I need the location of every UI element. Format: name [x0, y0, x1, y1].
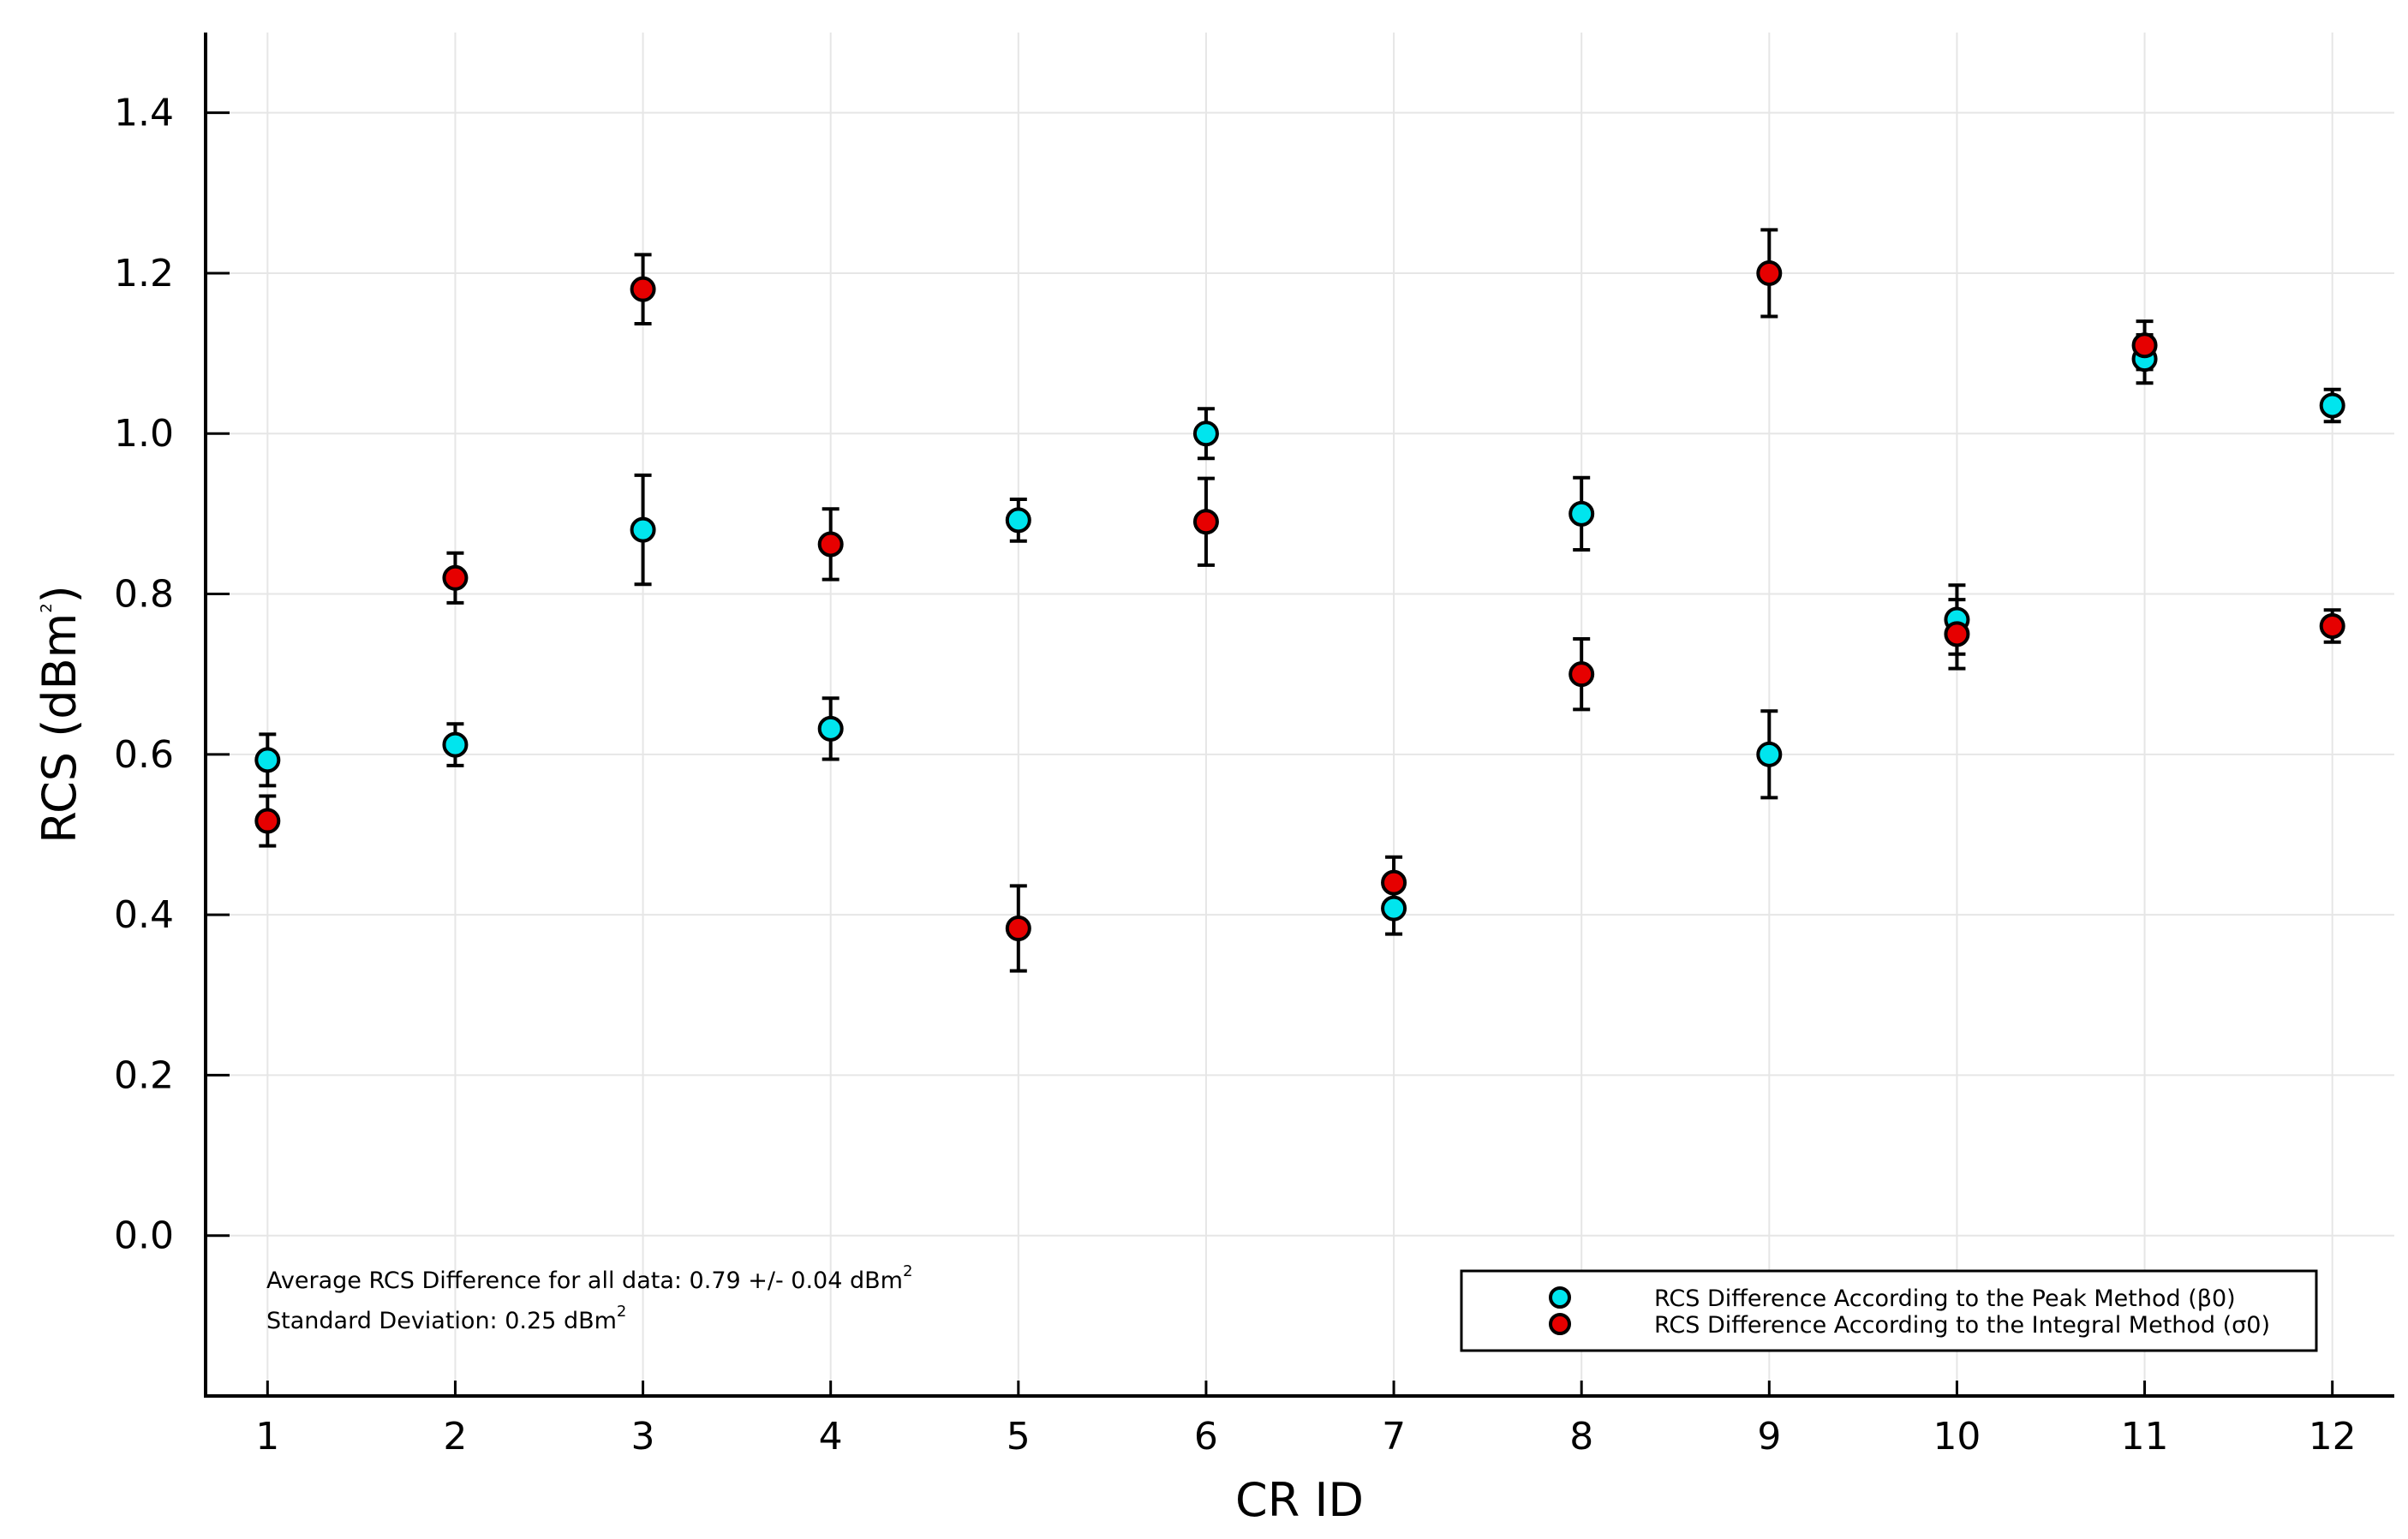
annotation-std-dev: Standard Deviation: 0.25 dBm2	[266, 1303, 626, 1334]
data-point-integral	[630, 276, 656, 302]
legend: RCS Difference According to the Peak Met…	[1460, 1269, 2318, 1352]
y-tick-label: 0.6	[114, 733, 174, 777]
x-tick-label: 6	[1194, 1415, 1218, 1458]
x-axis-label: CR ID	[1235, 1473, 1364, 1527]
data-point-peak	[1756, 741, 1783, 767]
x-tick-label: 1	[255, 1415, 279, 1458]
data-point-integral	[817, 531, 844, 558]
y-tick-label: 0.2	[114, 1053, 174, 1097]
data-point-peak	[442, 731, 469, 758]
data-point-peak	[254, 747, 281, 773]
x-tick-label: 12	[2309, 1415, 2357, 1458]
data-point-peak	[1568, 500, 1595, 527]
data-point-peak	[1192, 421, 1219, 447]
x-tick-label: 9	[1757, 1415, 1781, 1458]
y-tick-label: 0.0	[114, 1214, 174, 1258]
data-point-integral	[2319, 612, 2345, 639]
annotation-average: Average RCS Difference for all data: 0.7…	[266, 1262, 912, 1294]
data-point-peak	[817, 715, 844, 742]
y-tick-label: 1.2	[114, 252, 174, 295]
x-tick-label: 4	[819, 1415, 843, 1458]
data-point-integral	[1192, 509, 1219, 535]
data-point-integral	[1568, 661, 1595, 688]
data-point-integral	[1756, 259, 1783, 286]
x-tick-label: 11	[2121, 1415, 2169, 1458]
data-point-peak	[2319, 392, 2345, 419]
x-tick-label: 5	[1007, 1415, 1031, 1458]
x-tick-label: 7	[1382, 1415, 1406, 1458]
data-point-integral	[1005, 916, 1031, 942]
x-tick-label: 10	[1933, 1415, 1981, 1458]
tick-layer: 1 2 3 4 5 6 7 8 9 10 11 120.00.20.40.60.81.01.21.4	[114, 92, 2357, 1458]
legend-box	[1460, 1269, 2318, 1352]
data-layer	[254, 228, 2345, 973]
x-tick-label: 8	[1569, 1415, 1593, 1458]
grid-layer	[206, 33, 2394, 1396]
data-point-integral	[1944, 621, 1970, 647]
data-point-peak	[630, 516, 656, 543]
y-axis-label: RCS (dBm2)	[33, 585, 87, 844]
legend-marker-peak	[1549, 1286, 1571, 1309]
data-point-integral	[442, 564, 469, 591]
x-tick-label: 2	[443, 1415, 467, 1458]
data-point-peak	[1005, 507, 1031, 534]
data-point-peak	[1381, 895, 1407, 922]
axis-layer	[204, 33, 2394, 1398]
y-tick-label: 1.0	[114, 412, 174, 456]
y-tick-label: 0.4	[114, 893, 174, 937]
data-point-integral	[1381, 869, 1407, 896]
data-point-integral	[2131, 332, 2158, 359]
legend-label-peak: RCS Difference According to the Peak Met…	[1654, 1285, 2236, 1312]
legend-label-integral: RCS Difference According to the Integral…	[1654, 1312, 2270, 1339]
legend-marker-integral	[1549, 1313, 1571, 1335]
y-tick-label: 0.8	[114, 573, 174, 617]
x-tick-label: 3	[631, 1415, 655, 1458]
y-tick-label: 1.4	[114, 92, 174, 135]
data-point-integral	[254, 808, 281, 834]
